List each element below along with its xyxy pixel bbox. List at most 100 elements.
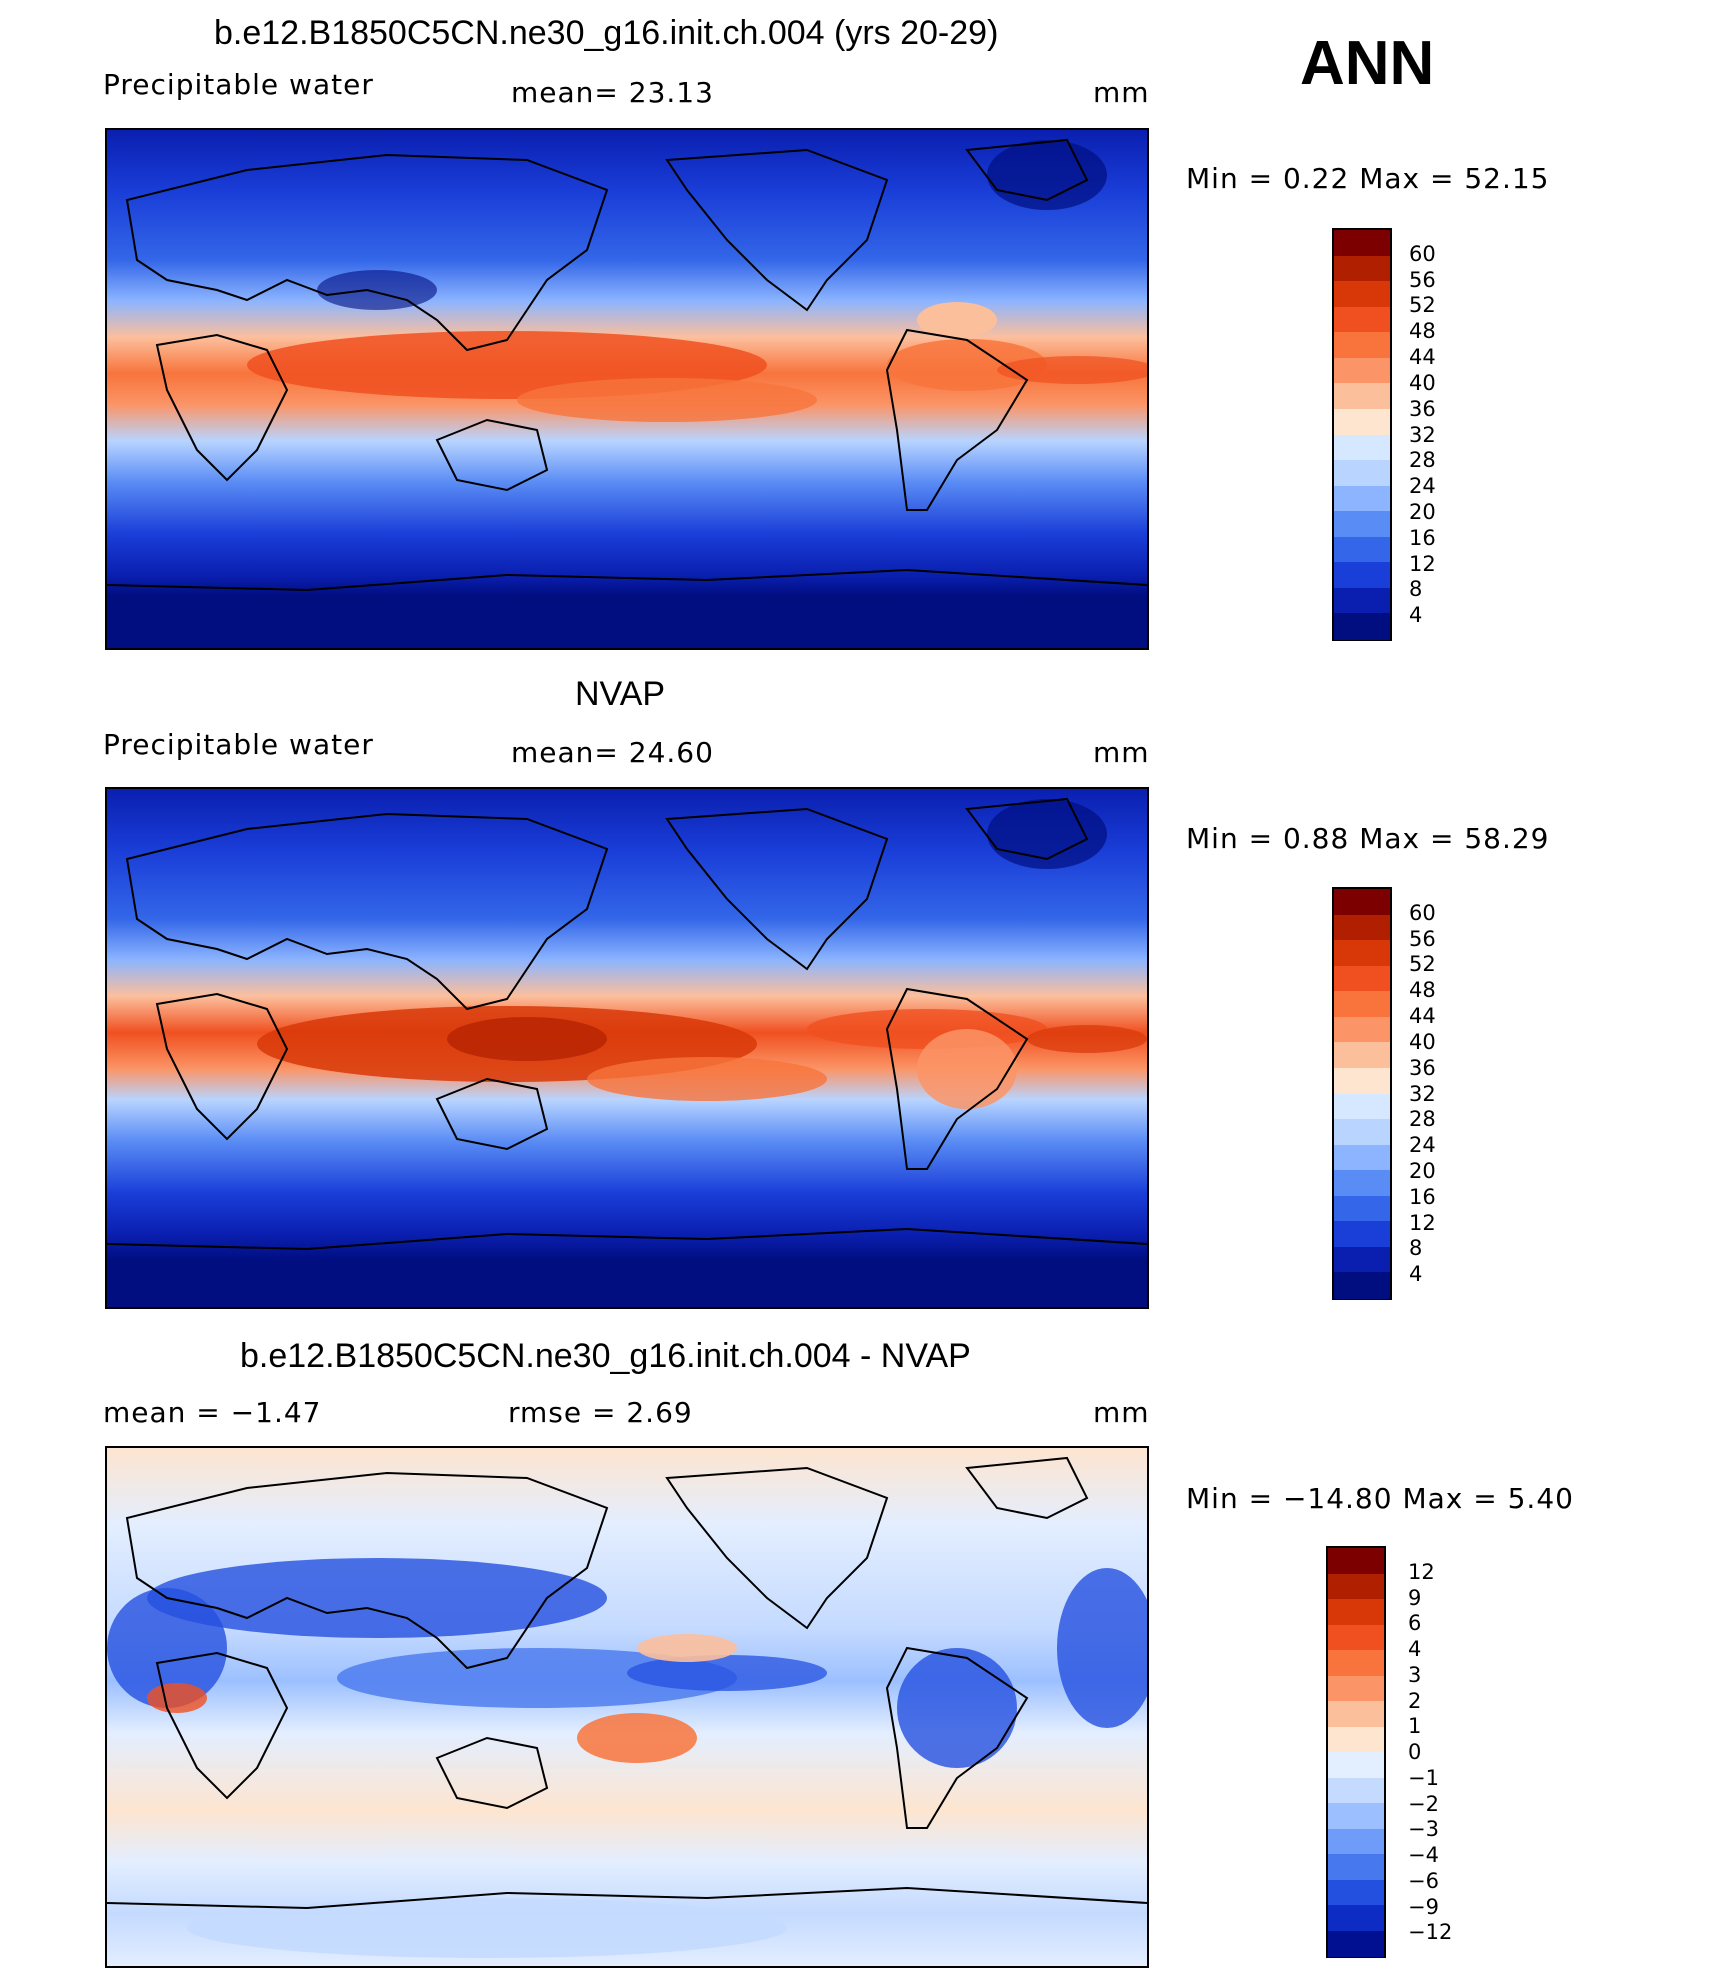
colorbar-tick-label: −6	[1408, 1868, 1439, 1893]
panel-1-mean-label: mean= 23.13	[511, 76, 714, 109]
colorbar-tick-label: −12	[1408, 1920, 1453, 1945]
colorbar-tick-label: 52	[1409, 293, 1436, 318]
colorbar-tick-label: 28	[1409, 448, 1436, 473]
colorbar-box	[1334, 587, 1390, 614]
colorbar-box	[1328, 1650, 1384, 1676]
colorbar-box	[1334, 914, 1390, 941]
panel-1-units: mm	[1093, 76, 1150, 109]
colorbar-box	[1334, 889, 1390, 916]
colorbar-box	[1334, 408, 1390, 435]
colorbar-tick-label: 16	[1409, 1184, 1436, 1209]
colorbar-box	[1334, 255, 1390, 282]
panel-3-minmax: Min = −14.80 Max = 5.40	[1186, 1482, 1574, 1515]
colorbar-tick-label: 60	[1409, 900, 1436, 925]
colorbar-box	[1334, 1144, 1390, 1171]
colorbar-tick-label: 12	[1408, 1559, 1435, 1584]
colorbar-box	[1334, 511, 1390, 538]
colorbar-tick-label: 40	[1409, 370, 1436, 395]
colorbar-box	[1334, 1042, 1390, 1069]
colorbar-box	[1334, 460, 1390, 487]
panel-1-title: b.e12.B1850C5CN.ne30_g16.init.ch.004 (yr…	[214, 14, 999, 52]
colorbar-tick-label: 6	[1408, 1611, 1422, 1636]
colorbar-tick-label: 56	[1409, 267, 1436, 292]
panel-2-variable-label: Precipitable water	[103, 728, 374, 761]
panel-1-map	[105, 128, 1149, 650]
colorbar-box	[1328, 1905, 1384, 1931]
colorbar-box	[1328, 1752, 1384, 1778]
colorbar-tick-label: 60	[1409, 241, 1436, 266]
colorbar-box	[1334, 1067, 1390, 1094]
colorbar-tick-label: 9	[1408, 1585, 1422, 1610]
colorbar-box	[1328, 1803, 1384, 1829]
colorbar-tick-label: 12	[1409, 1210, 1436, 1235]
colorbar-box	[1334, 562, 1390, 589]
colorbar-tick-label: 4	[1409, 1262, 1423, 1287]
season-label: ANN	[1300, 29, 1435, 98]
colorbar-tick-label: 32	[1409, 1081, 1436, 1106]
colorbar-box	[1334, 1221, 1390, 1248]
colorbar-box	[1334, 991, 1390, 1018]
colorbar-tick-label: 40	[1409, 1029, 1436, 1054]
colorbar-box	[1334, 383, 1390, 410]
colorbar-tick-label: 24	[1409, 1133, 1436, 1158]
colorbar-box	[1334, 1093, 1390, 1120]
colorbar-tick-label: 16	[1409, 525, 1436, 550]
colorbar-tick-label: −4	[1408, 1843, 1439, 1867]
colorbar-tick-label: 48	[1409, 319, 1436, 344]
colorbar-tick-label: 20	[1409, 1158, 1436, 1183]
colorbar-tick-label: 56	[1409, 926, 1436, 951]
panel-2-colorbar	[1332, 887, 1392, 1300]
colorbar-box	[1334, 1016, 1390, 1043]
colorbar-box	[1334, 1195, 1390, 1222]
panel-1-colorbar	[1332, 228, 1392, 641]
colorbar-box	[1334, 281, 1390, 308]
colorbar-tick-label: 4	[1408, 1637, 1422, 1661]
colorbar-tick-label: 3	[1408, 1662, 1422, 1687]
colorbar-tick-label: 36	[1409, 1055, 1436, 1080]
colorbar-box	[1334, 1246, 1390, 1273]
panel-3-rmse-label: rmse = 2.69	[508, 1396, 693, 1429]
colorbar-tick-label: −2	[1408, 1791, 1439, 1816]
colorbar-tick-label: 44	[1409, 345, 1436, 370]
panel-3-units: mm	[1093, 1396, 1150, 1429]
colorbar-tick-label: 48	[1409, 978, 1436, 1003]
colorbar-tick-label: 2	[1408, 1688, 1422, 1713]
colorbar-box	[1334, 940, 1390, 967]
panel-2-mean-label: mean= 24.60	[511, 736, 714, 769]
colorbar-tick-label: 4	[1409, 603, 1423, 628]
colorbar-box	[1334, 613, 1390, 640]
colorbar-box	[1328, 1599, 1384, 1625]
colorbar-box	[1328, 1828, 1384, 1855]
colorbar-box	[1334, 332, 1390, 359]
panel-2-title: NVAP	[575, 675, 666, 713]
colorbar-box	[1334, 306, 1390, 333]
colorbar-box	[1328, 1624, 1384, 1651]
colorbar-tick-label: −3	[1408, 1817, 1439, 1842]
colorbar-tick-label: 8	[1409, 577, 1423, 602]
colorbar-box	[1334, 357, 1390, 384]
colorbar-tick-label: −1	[1408, 1765, 1439, 1790]
colorbar-box	[1328, 1777, 1384, 1804]
colorbar-box	[1334, 965, 1390, 992]
colorbar-box	[1328, 1879, 1384, 1906]
colorbar-tick-label: 24	[1409, 474, 1436, 499]
panel-2-map	[105, 787, 1149, 1309]
colorbar-box	[1328, 1573, 1384, 1600]
colorbar-box	[1334, 230, 1390, 257]
colorbar-box	[1334, 1272, 1390, 1299]
panel-2-minmax: Min = 0.88 Max = 58.29	[1186, 822, 1550, 855]
panel-1-minmax: Min = 0.22 Max = 52.15	[1186, 162, 1550, 195]
colorbar-box	[1328, 1930, 1384, 1957]
colorbar-box	[1334, 1119, 1390, 1146]
colorbar-tick-label: 52	[1409, 952, 1436, 977]
colorbar-tick-label: 8	[1409, 1236, 1423, 1261]
colorbar-tick-label: 44	[1409, 1004, 1436, 1029]
colorbar-box	[1328, 1854, 1384, 1880]
panel-2-units: mm	[1093, 736, 1150, 769]
colorbar-box	[1334, 536, 1390, 563]
colorbar-tick-label: 0	[1408, 1740, 1422, 1764]
colorbar-box	[1328, 1675, 1384, 1702]
panel-3-colorbar	[1326, 1546, 1386, 1958]
colorbar-tick-label: 1	[1408, 1714, 1422, 1739]
colorbar-box	[1334, 1170, 1390, 1197]
